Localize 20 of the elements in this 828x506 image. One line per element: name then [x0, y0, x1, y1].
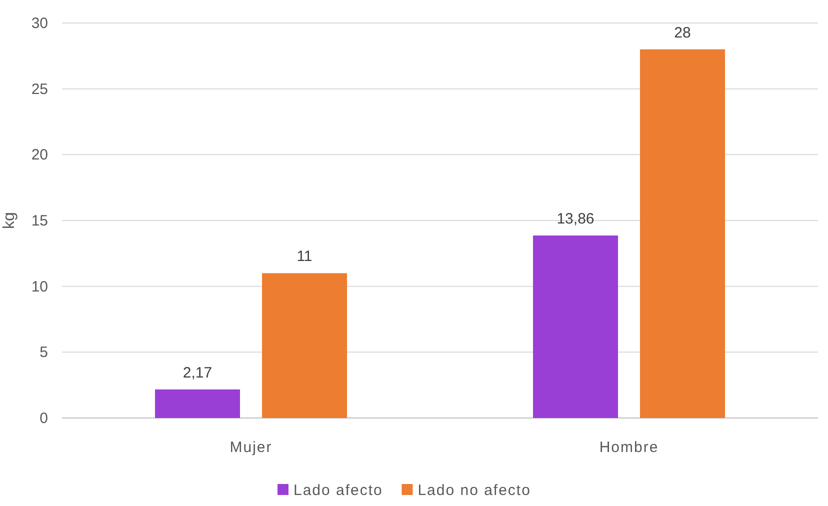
x-tick-label: Hombre [599, 439, 659, 456]
bar [262, 273, 347, 418]
y-tick-label: 30 [31, 15, 48, 32]
x-tick-label: Mujer [230, 439, 272, 456]
data-label: 28 [674, 24, 691, 42]
data-label: 11 [296, 248, 312, 266]
y-tick-label: 0 [40, 410, 48, 427]
data-label: 13,86 [556, 210, 594, 228]
legend-label: Lado afecto [294, 482, 383, 499]
bar [155, 389, 240, 418]
legend-label: Lado no afecto [418, 482, 531, 499]
y-tick-label: 5 [40, 344, 48, 362]
y-tick-label: 15 [31, 212, 48, 230]
y-tick-label: 25 [31, 80, 48, 98]
y-axis-title: kg [1, 212, 18, 229]
bar [640, 49, 725, 418]
bar [533, 236, 618, 418]
y-tick-label: 10 [31, 278, 48, 296]
data-label: 2,17 [182, 364, 212, 382]
y-tick-label: 20 [31, 146, 48, 164]
